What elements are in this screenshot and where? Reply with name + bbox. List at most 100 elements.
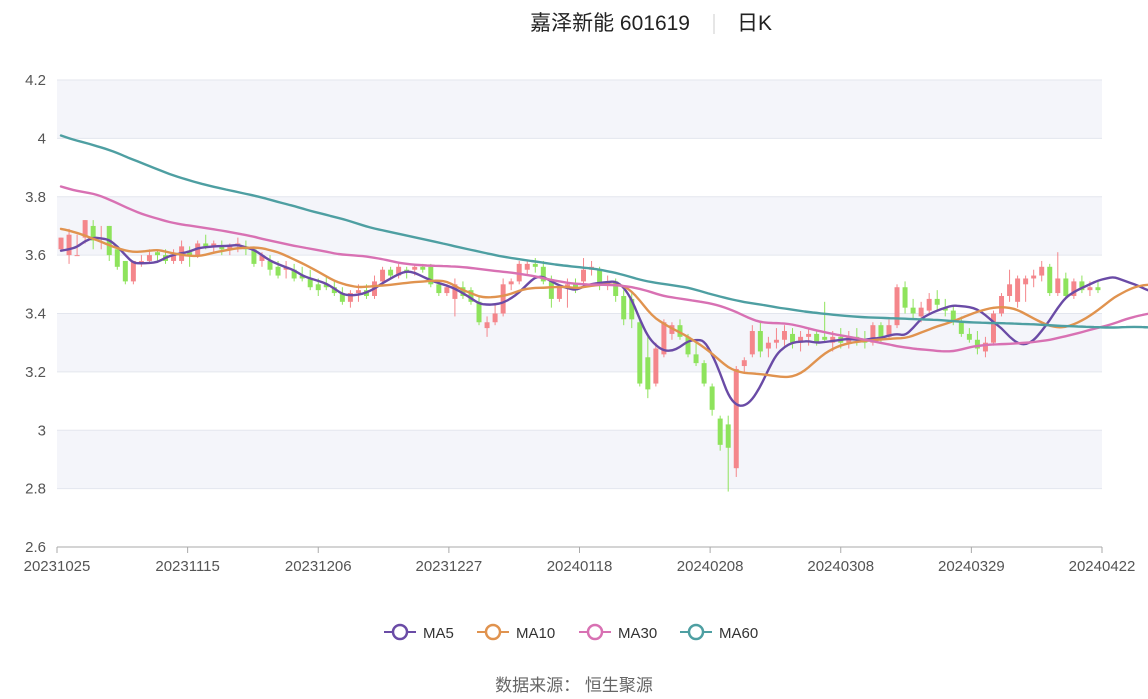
candle-body — [500, 284, 506, 314]
legend-ma10-label: MA10 — [516, 625, 555, 642]
candle-body — [790, 333, 796, 343]
candle-body — [581, 269, 587, 282]
candle-body — [661, 322, 667, 355]
candle-body — [484, 322, 490, 329]
background-band — [57, 80, 1102, 139]
candle-body — [219, 246, 225, 250]
legend-ma5-label: MA5 — [423, 625, 454, 642]
candle-body — [645, 357, 651, 390]
ma60-line — [59, 134, 1148, 329]
candle-body — [291, 269, 297, 279]
candle-body — [1087, 287, 1093, 291]
candle-body — [926, 298, 932, 311]
candle-body — [436, 284, 442, 294]
x-tick-label: 20240118 — [547, 558, 613, 575]
candle-body — [806, 333, 812, 337]
ma5-line — [59, 236, 1148, 407]
candle-body — [1023, 278, 1029, 285]
legend-ma30-marker — [586, 623, 604, 641]
candle-body — [58, 237, 64, 250]
candle-body — [725, 424, 731, 448]
candle-body — [950, 310, 956, 323]
y-tick-label: 3.8 — [25, 189, 46, 206]
candle-body — [114, 249, 120, 267]
candle-body — [508, 281, 514, 285]
candle-body — [685, 336, 691, 355]
candle-body — [942, 307, 948, 311]
candle-body — [251, 249, 257, 264]
candle-body — [974, 339, 980, 349]
background-bands — [57, 80, 1102, 489]
legend-ma30-label: MA30 — [618, 625, 657, 642]
candle-body — [524, 263, 530, 270]
y-tick-label: 4.2 — [25, 72, 46, 89]
candle-body — [629, 298, 635, 320]
candle-body — [765, 342, 771, 349]
y-tick-label: 2.6 — [25, 539, 46, 556]
candle-body — [966, 333, 972, 340]
candle-body — [476, 301, 482, 323]
candle-body — [693, 354, 699, 364]
candle-body — [492, 313, 498, 323]
candle-body — [460, 287, 466, 296]
candle-body — [138, 260, 144, 262]
candle-body — [380, 269, 386, 282]
candle-body — [307, 278, 313, 288]
candle-body — [548, 281, 554, 299]
candle-body — [82, 220, 88, 238]
candle-body — [709, 386, 715, 410]
candle-body — [452, 284, 458, 299]
legend-item-ma30[interactable]: MA30 — [579, 623, 657, 642]
y-tick-label: 3.6 — [25, 247, 46, 264]
y-tick-label: 3.4 — [25, 306, 46, 323]
candle-body — [1095, 287, 1101, 291]
candle-body — [388, 269, 394, 276]
candle-body — [347, 293, 353, 302]
candle-body — [468, 290, 474, 302]
x-tick-label: 20240329 — [938, 558, 1005, 575]
candle-body — [259, 255, 265, 261]
candle-body — [597, 269, 603, 285]
candle-body — [990, 313, 996, 343]
legend-ma5-marker — [391, 623, 409, 641]
candle-body — [934, 298, 940, 305]
candle-body — [781, 331, 787, 340]
x-tick-label: 20231227 — [416, 558, 483, 575]
candle-body — [653, 348, 659, 384]
y-axis-ticks: 2.6 2.8 3 3.2 3.4 3.6 3.8 4 4.2 — [25, 72, 46, 556]
candle-body — [355, 290, 361, 294]
candle-body — [749, 331, 755, 355]
candle-body — [444, 287, 450, 294]
x-tick-label: 20240208 — [677, 558, 744, 575]
candle-body — [154, 252, 160, 256]
candle-body — [613, 281, 619, 296]
x-tick-label: 20240308 — [807, 558, 874, 575]
legend-item-ma60[interactable]: MA60 — [680, 623, 758, 642]
legend-item-ma10[interactable]: MA10 — [477, 623, 555, 642]
candle-body — [66, 234, 72, 256]
candle-body — [886, 325, 892, 337]
candle-body — [532, 263, 538, 267]
candle-body — [315, 284, 321, 291]
candle-body — [564, 284, 570, 288]
candle-body — [171, 255, 177, 261]
candle-body — [999, 295, 1005, 314]
candle-body — [122, 260, 128, 282]
candle-body — [556, 287, 562, 299]
candle-body — [1079, 281, 1085, 291]
candle-body — [227, 246, 233, 250]
candle-body — [396, 266, 402, 276]
y-tick-label: 4 — [38, 130, 46, 147]
ma30-line — [59, 185, 1148, 353]
legend: MA5 MA10 MA30 MA60 — [384, 623, 758, 642]
x-tick-label: 20240422 — [1069, 558, 1136, 575]
legend-item-ma5[interactable]: MA5 — [384, 623, 454, 642]
candle-body — [717, 418, 723, 445]
candle-body — [1031, 275, 1037, 279]
candle-body — [798, 336, 804, 343]
candle-body — [1039, 266, 1045, 276]
candle-body — [540, 266, 546, 282]
candle-body — [870, 325, 876, 343]
y-tick-label: 3.2 — [25, 364, 46, 381]
candle-body — [773, 339, 779, 343]
